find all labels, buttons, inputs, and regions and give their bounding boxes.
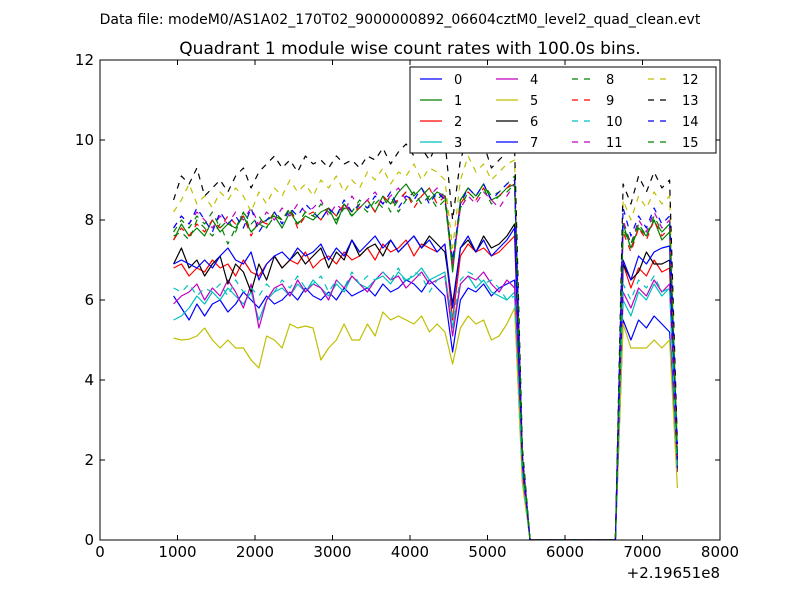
x-tick-label: 8000 — [701, 543, 739, 561]
data-file-suptitle: Data file: modeM0/AS1A02_170T02_90000008… — [100, 12, 701, 28]
legend-label-9: 9 — [606, 94, 614, 109]
x-tick-label: 1000 — [158, 543, 196, 561]
legend-label-11: 11 — [606, 136, 623, 151]
series-line-15 — [173, 183, 678, 540]
legend-label-1: 1 — [454, 94, 462, 109]
series-layer — [173, 135, 678, 540]
series-line-9 — [173, 179, 678, 540]
legend-label-14: 14 — [682, 115, 699, 130]
series-line-10 — [173, 267, 678, 540]
series-line-12 — [173, 155, 678, 540]
x-tick-label: 0 — [95, 543, 105, 561]
y-tick-label: 4 — [84, 371, 94, 389]
y-tick-label: 2 — [84, 451, 94, 469]
legend-label-2: 2 — [454, 115, 462, 130]
x-tick-label: 6000 — [546, 543, 584, 561]
x-tick-label: 4000 — [391, 543, 429, 561]
legend-label-13: 13 — [682, 94, 699, 109]
legend-label-10: 10 — [606, 115, 623, 130]
legend-label-15: 15 — [682, 136, 699, 151]
y-tick-label: 0 — [84, 531, 94, 549]
legend-label-3: 3 — [454, 136, 462, 151]
legend-label-6: 6 — [530, 115, 538, 130]
legend-label-8: 8 — [606, 73, 614, 88]
legend-label-7: 7 — [530, 136, 538, 151]
chart-title: Quadrant 1 module wise count rates with … — [179, 39, 640, 59]
x-offset-label: +2.19651e8 — [627, 564, 720, 582]
x-tick-label: 3000 — [313, 543, 351, 561]
x-tick-label: 2000 — [236, 543, 274, 561]
x-tick-label: 5000 — [468, 543, 506, 561]
legend-label-0: 0 — [454, 73, 462, 88]
legend-box — [409, 66, 717, 154]
axes-layer: 0 1000 2000 3000 4000 5000 6000 7000 80000246810… — [75, 51, 739, 561]
legend-label-4: 4 — [530, 73, 538, 88]
x-tick-label: 7000 — [623, 543, 661, 561]
legend-label-12: 12 — [682, 73, 699, 88]
y-tick-label: 12 — [75, 51, 94, 69]
y-tick-label: 8 — [84, 211, 94, 229]
legend-label-5: 5 — [530, 94, 538, 109]
y-tick-label: 6 — [84, 291, 94, 309]
series-line-14 — [173, 179, 678, 540]
y-tick-label: 10 — [75, 131, 94, 149]
